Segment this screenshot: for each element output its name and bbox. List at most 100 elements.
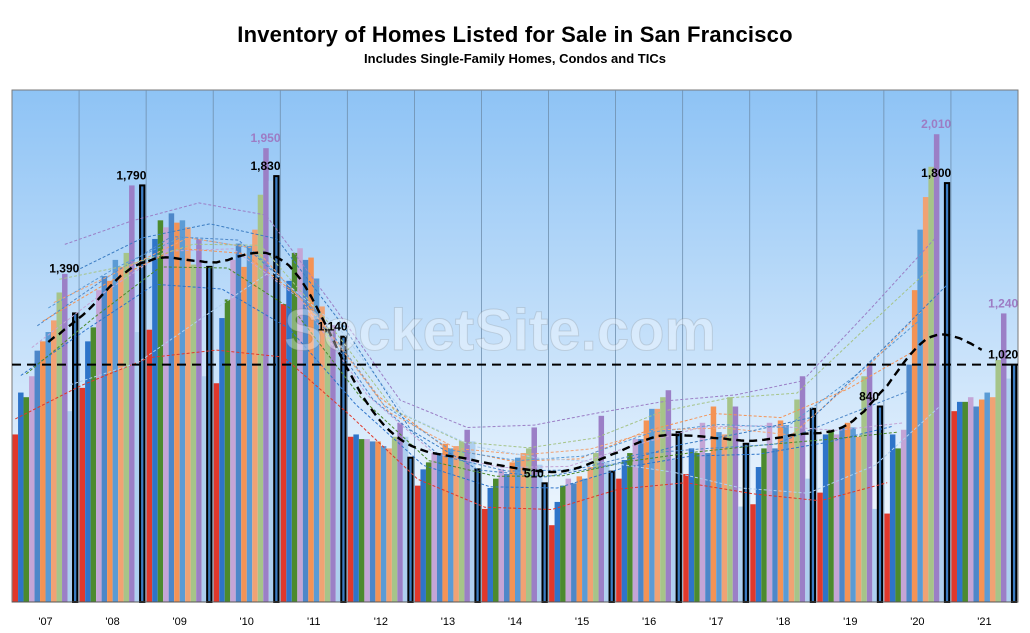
- bar-14-jan: [482, 508, 488, 602]
- bar-19-may: [839, 427, 845, 602]
- x-tick-label: '18: [776, 616, 790, 628]
- bar-15-may: [571, 483, 577, 602]
- bar-07-may: [34, 350, 41, 602]
- x-tick-label: '11: [307, 616, 321, 628]
- trend-lines: [15, 202, 983, 511]
- bar-17-aug: [721, 434, 728, 602]
- bar-12-aug: [386, 448, 392, 602]
- chart-subtitle: Includes Single-Family Homes, Condos and…: [364, 51, 666, 66]
- bar-21-may: [973, 406, 979, 602]
- bar-17-nov: [738, 506, 744, 602]
- bar-11-oct: [330, 325, 336, 602]
- bar-19-jun: [844, 422, 851, 602]
- trend-line-oct: [64, 202, 937, 429]
- bar-17-sep: [727, 397, 733, 602]
- x-tick-label: '08: [105, 616, 119, 628]
- bar-14-feb: [487, 487, 494, 602]
- bar-14-oct: [531, 427, 537, 602]
- bar-07-jul: [45, 332, 52, 602]
- bar-16-aug: [654, 408, 661, 602]
- bar-18-feb: [755, 467, 762, 602]
- bar-12-nov: [402, 436, 409, 602]
- bar-14-aug: [520, 453, 526, 602]
- bar-19-feb: [822, 434, 829, 602]
- bar-18-jul: [783, 425, 789, 602]
- x-tick-label: '19: [843, 616, 857, 628]
- bar-20-sep: [928, 166, 934, 603]
- x-tick-label: '17: [709, 616, 723, 628]
- bar-15-jun: [576, 476, 583, 602]
- bar-09-jun: [174, 222, 180, 602]
- bar-19-dec: [876, 405, 884, 604]
- bar-13-aug: [453, 446, 459, 602]
- trend-line-sep: [59, 243, 932, 449]
- bar-15-jan: [549, 525, 555, 602]
- data-label: 1,020: [988, 348, 1018, 362]
- bar-10-feb: [219, 318, 225, 602]
- bar-13-jul: [447, 448, 454, 602]
- bar-07-jan: [12, 434, 19, 602]
- bar-07-sep: [56, 292, 63, 602]
- bar-08-mar: [90, 327, 97, 602]
- data-label: 1,140: [318, 320, 348, 334]
- bar-11-mar: [291, 252, 298, 602]
- bar-11-jul: [313, 278, 320, 602]
- bar-10-aug: [252, 229, 258, 602]
- bar-09-apr: [163, 227, 169, 602]
- bar-07-mar: [23, 397, 30, 602]
- bar-21-oct: [1000, 313, 1007, 602]
- bar-21-mar: [962, 401, 968, 602]
- bar-19-jul: [850, 427, 856, 602]
- bar-17-jun: [710, 406, 717, 602]
- bar-08-oct: [129, 185, 135, 603]
- bar-11-jun: [308, 257, 314, 602]
- bar-14-mar: [493, 478, 499, 602]
- bar-15-feb: [554, 501, 561, 602]
- bar-16-dec: [675, 431, 682, 603]
- x-tick-label: '09: [172, 616, 186, 628]
- bar-08-feb: [85, 341, 91, 602]
- trend-line-jan: [15, 349, 888, 511]
- bar-19-oct: [866, 364, 873, 602]
- bar-16-oct: [665, 390, 672, 602]
- x-tick-label: '12: [374, 616, 388, 628]
- data-label: 1,790: [116, 168, 146, 182]
- bar-09-feb: [152, 238, 158, 602]
- bar-07-jun: [40, 341, 46, 602]
- bar-15-jul: [582, 478, 588, 602]
- bar-07-feb: [18, 392, 24, 602]
- bar-09-aug: [185, 227, 191, 602]
- bar-11-sep: [324, 327, 331, 602]
- bar-13-jan: [414, 485, 421, 602]
- bar-17-apr: [699, 422, 706, 602]
- bar-17-jul: [716, 432, 722, 602]
- bar-17-may: [705, 453, 711, 602]
- bar-16-feb: [621, 460, 628, 602]
- x-tick-label: '16: [642, 616, 656, 628]
- bar-08-jun: [107, 280, 113, 602]
- bar-15-oct: [598, 415, 605, 602]
- bar-12-apr: [364, 439, 370, 602]
- bar-18-oct: [799, 376, 806, 602]
- bar-13-apr: [431, 453, 437, 602]
- bar-09-mar: [157, 220, 164, 602]
- bar-20-nov: [939, 364, 945, 602]
- x-tick-label: '10: [240, 616, 254, 628]
- bar-20-jul: [917, 229, 923, 602]
- bar-13-sep: [458, 441, 465, 602]
- bar-08-dec: [139, 184, 146, 603]
- trend-line-may: [37, 236, 910, 472]
- x-tick-label: '15: [575, 616, 589, 628]
- bar-18-dec: [809, 407, 817, 603]
- bar-18-jun: [777, 420, 784, 602]
- bar-07-dec: [72, 312, 79, 603]
- bar-14-sep: [525, 448, 532, 602]
- bar-16-jul: [649, 408, 655, 602]
- bar-16-apr: [632, 439, 639, 602]
- bar-10-nov: [268, 180, 275, 602]
- bar-17-feb: [688, 448, 695, 602]
- bar-11-apr: [297, 248, 303, 602]
- bar-15-aug: [587, 467, 594, 602]
- bar-19-jan: [817, 492, 823, 602]
- bar-12-jun: [375, 441, 381, 602]
